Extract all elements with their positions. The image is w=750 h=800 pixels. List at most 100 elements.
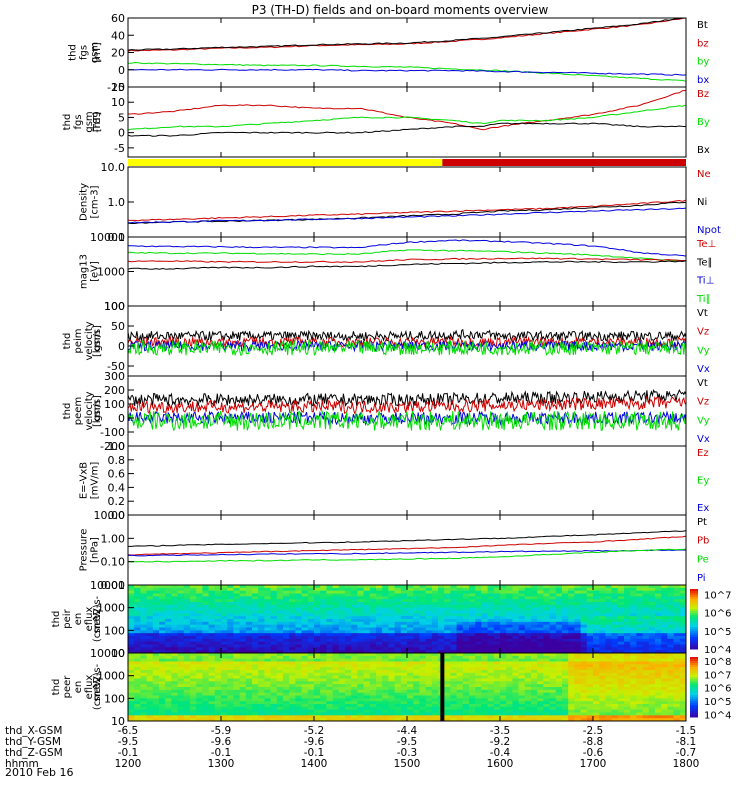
heatmap-cell	[636, 692, 643, 696]
heatmap-cell	[537, 610, 544, 614]
heatmap-cell	[512, 653, 519, 657]
heatmap-cell	[357, 684, 364, 688]
heatmap-cell	[444, 670, 451, 674]
heatmap-cell	[165, 718, 172, 722]
heatmap-cell	[351, 661, 358, 665]
heatmap-cell	[574, 687, 581, 691]
heatmap-cell	[506, 585, 513, 589]
heatmap-cell	[630, 655, 637, 660]
heatmap-cell	[190, 627, 197, 631]
heatmap-cell	[624, 653, 631, 657]
heatmap-cell	[555, 678, 563, 682]
heatmap-cell	[152, 604, 160, 609]
heatmap-cell	[555, 692, 563, 696]
heatmap-cell	[227, 596, 234, 600]
heatmap-cell	[419, 661, 426, 665]
heatmap-cell	[289, 701, 296, 705]
heatmap-cell	[605, 604, 612, 609]
heatmap-cell	[487, 667, 495, 671]
heatmap-cell	[487, 593, 495, 597]
heatmap-cell	[462, 636, 470, 640]
heatmap-cell	[562, 712, 569, 716]
heatmap-cell	[270, 599, 278, 603]
heatmap-cell	[679, 704, 687, 708]
heatmap-cell	[630, 593, 637, 597]
x-row-value: -0.1	[304, 747, 325, 759]
heatmap-cell	[500, 670, 507, 674]
heatmap-cell	[239, 655, 247, 660]
heatmap-cell	[605, 667, 612, 671]
heatmap-cell	[270, 704, 278, 708]
heatmap-cell	[221, 675, 228, 679]
heatmap-cell	[431, 653, 439, 657]
heatmap-cell	[394, 590, 402, 594]
heatmap-cell	[264, 610, 271, 614]
heatmap-cell	[332, 681, 340, 685]
heatmap-cell	[326, 607, 333, 611]
heatmap-cell	[376, 675, 383, 679]
heatmap-cell	[419, 602, 426, 606]
heatmap-cell	[382, 630, 389, 634]
heatmap-cell	[636, 675, 643, 679]
heatmap-cell	[562, 709, 569, 713]
colorbar-cell	[690, 623, 698, 626]
heatmap-cell	[673, 684, 681, 688]
y-tick-label: 0	[118, 64, 125, 77]
heatmap-cell	[270, 585, 278, 589]
heatmap-cell	[382, 695, 389, 699]
heatmap-cell	[270, 641, 278, 645]
heatmap-cell	[264, 630, 271, 634]
heatmap-cell	[128, 672, 135, 677]
heatmap-cell	[128, 692, 135, 696]
heatmap-cell	[580, 604, 588, 609]
heatmap-cell	[636, 585, 643, 589]
heatmap-cell	[165, 670, 172, 674]
heatmap-cell	[413, 627, 420, 631]
heatmap-cell	[264, 715, 271, 719]
heatmap-cell	[518, 596, 526, 600]
heatmap-cell	[140, 653, 147, 657]
heatmap-cell	[605, 647, 612, 651]
heatmap-cell	[444, 607, 451, 611]
heatmap-cell	[599, 638, 606, 643]
heatmap-cell	[357, 619, 364, 623]
colorbar-cell	[690, 671, 698, 674]
heatmap-cell	[258, 664, 265, 668]
heatmap-cell	[586, 604, 594, 609]
heatmap-cell	[506, 678, 513, 682]
heatmap-cell	[276, 718, 284, 722]
heatmap-cell	[376, 630, 383, 634]
heatmap-cell	[314, 641, 321, 645]
series-pressure-black	[128, 530, 687, 547]
heatmap-cell	[500, 604, 507, 609]
heatmap-cell	[295, 653, 302, 657]
heatmap-cell	[376, 596, 383, 600]
heatmap-cell	[214, 701, 222, 705]
heatmap-cell	[289, 644, 296, 648]
heatmap-cell	[580, 610, 588, 614]
heatmap-cell	[450, 664, 457, 668]
heatmap-cell	[388, 712, 395, 716]
heatmap-cell	[357, 672, 364, 677]
heatmap-cell	[469, 701, 476, 705]
heatmap-cell	[177, 641, 185, 645]
heatmap-cell	[190, 698, 197, 702]
heatmap-cell	[500, 664, 507, 668]
heatmap-cell	[444, 653, 451, 657]
heatmap-cell	[252, 607, 259, 611]
heatmap-cell	[617, 687, 625, 691]
heatmap-cell	[357, 664, 364, 668]
heatmap-cell	[270, 633, 278, 637]
heatmap-cell	[512, 655, 519, 660]
heatmap-cell	[431, 627, 439, 631]
heatmap-cell	[214, 627, 222, 631]
heatmap-cell	[301, 638, 309, 643]
heatmap-cell	[462, 698, 470, 702]
heatmap-cell	[562, 644, 569, 648]
heatmap-cell	[165, 709, 172, 713]
heatmap-cell	[338, 596, 346, 600]
heatmap-cell	[357, 627, 364, 631]
heatmap-cell	[351, 675, 358, 679]
heatmap-cell	[531, 704, 538, 708]
